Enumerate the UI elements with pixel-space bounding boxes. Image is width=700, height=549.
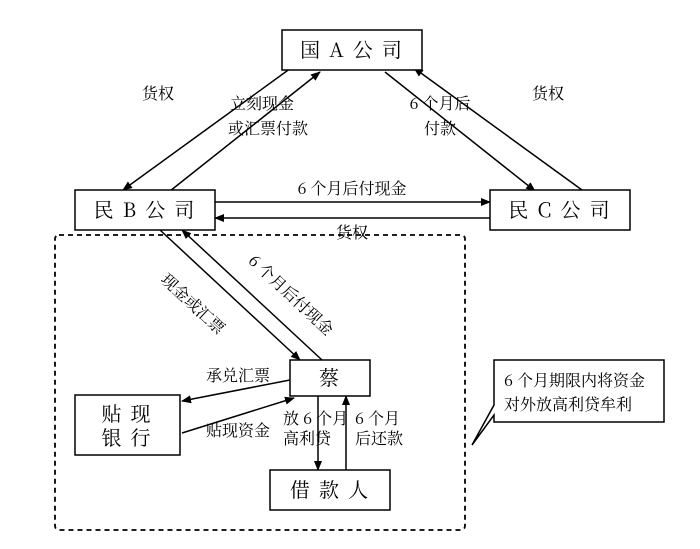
node-bank-label2: 银 行 bbox=[101, 422, 152, 451]
node-company-a-label: 国 A 公 司 bbox=[300, 34, 404, 63]
label-bank-to-cai: 贴现资金 bbox=[206, 418, 270, 441]
callout-line2: 对外放高利贷牟利 bbox=[504, 392, 632, 415]
node-cai: 蔡 bbox=[290, 360, 370, 396]
callout-line1: 6 个月期限内将资金 bbox=[504, 368, 645, 391]
label-cai-to-borrower2: 高利贷 bbox=[283, 426, 332, 449]
label-cai-to-b-pay: 6 个月后付现金 bbox=[244, 249, 339, 340]
label-cai-to-bank: 承兑汇票 bbox=[206, 363, 270, 386]
label-c-to-b-goods: 货权 bbox=[336, 220, 368, 243]
node-bank: 贴 现 银 行 bbox=[75, 395, 180, 455]
node-company-b: 民 B 公 司 bbox=[75, 190, 215, 230]
node-borrower: 借 款 人 bbox=[270, 470, 390, 510]
node-company-a: 国 A 公 司 bbox=[282, 30, 422, 70]
label-b-to-cai-cash: 现金或汇票 bbox=[157, 268, 231, 339]
label-b-to-c-pay: 6 个月后付现金 bbox=[297, 176, 406, 199]
label-b-to-a-pay2: 或汇票付款 bbox=[228, 116, 308, 139]
callout-box: 6 个月期限内将资金 对外放高利贷牟利 bbox=[472, 360, 664, 445]
label-c-to-a-goods: 货权 bbox=[532, 81, 564, 104]
node-company-b-label: 民 B 公 司 bbox=[94, 194, 197, 223]
node-borrower-label: 借 款 人 bbox=[290, 474, 370, 503]
label-b-to-a-pay1: 立刻现金 bbox=[230, 91, 294, 114]
flowchart-canvas: 货权 立刻现金 或汇票付款 6 个月后 付款 货权 6 个月后付现金 货权 现金… bbox=[0, 0, 700, 549]
node-cai-label: 蔡 bbox=[319, 362, 341, 391]
node-company-c-label: 民 C 公 司 bbox=[508, 194, 611, 223]
node-company-c: 民 C 公 司 bbox=[490, 190, 630, 230]
label-borrower-to-cai2: 后还款 bbox=[355, 426, 403, 449]
label-a-to-b-goods: 货权 bbox=[142, 81, 174, 104]
edge-a-to-c-pay bbox=[385, 72, 535, 191]
label-a-to-c-pay2: 付款 bbox=[424, 116, 456, 139]
